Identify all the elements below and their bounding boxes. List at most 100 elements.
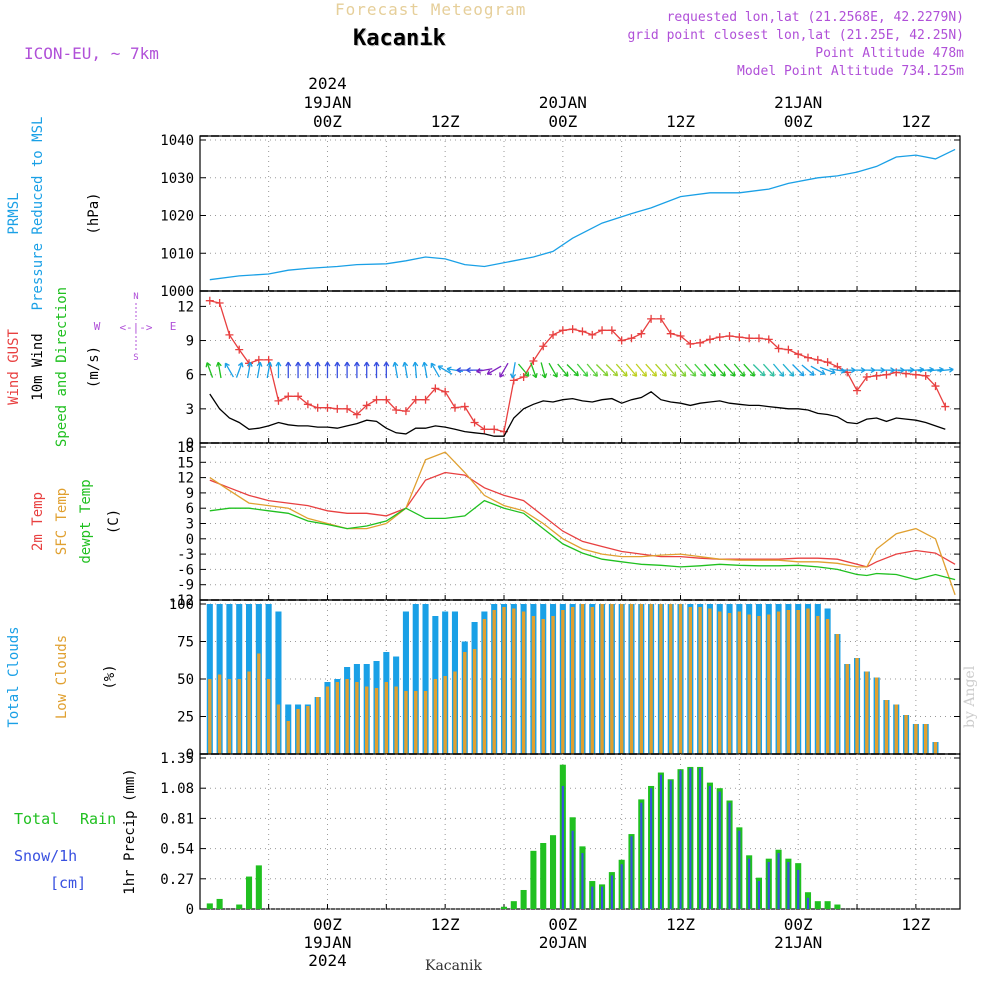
wind-arrow-head xyxy=(524,371,530,377)
gust-marker xyxy=(774,344,783,353)
panel-label: Total Clouds xyxy=(6,626,22,727)
series-line-1 xyxy=(209,391,946,437)
wind-arrow xyxy=(412,361,419,379)
wind-arrow xyxy=(772,363,785,377)
gust-marker xyxy=(911,370,920,379)
time-label-top: 12Z xyxy=(431,112,460,131)
wind-arrow-shaft xyxy=(684,363,697,377)
bar-low-cloud xyxy=(208,679,212,754)
time-label-top: 00Z xyxy=(313,112,342,131)
wind-arrow xyxy=(275,361,282,379)
wind-arrow xyxy=(665,363,677,377)
bar-snow xyxy=(728,802,731,909)
wind-arrow-head xyxy=(499,372,505,378)
wind-arrow-head xyxy=(809,370,815,376)
bar-low-cloud xyxy=(335,682,339,754)
bar-low-cloud xyxy=(286,721,290,754)
gust-marker xyxy=(392,405,401,414)
time-label-top: 12Z xyxy=(666,112,695,131)
wind-arrow-shaft xyxy=(394,362,399,379)
time-label-top: 00Z xyxy=(784,112,813,131)
gust-marker xyxy=(676,331,685,340)
gust-marker xyxy=(284,392,293,401)
gust-marker xyxy=(362,401,371,410)
time-label-bottom: 20JAN xyxy=(539,933,587,952)
gust-marker xyxy=(254,355,263,364)
wind-arrow-head xyxy=(799,371,805,377)
wind-arrow-head xyxy=(948,366,954,373)
gust-marker xyxy=(607,326,616,335)
gust-marker xyxy=(627,334,636,343)
wind-arrow-shaft xyxy=(907,368,924,372)
gust-marker xyxy=(931,382,940,391)
panel-label: 10m Wind xyxy=(30,333,46,400)
bar-total-rain xyxy=(520,889,527,909)
y-tick-label: 15 xyxy=(177,455,194,471)
wind-arrow-shaft xyxy=(694,363,706,377)
gust-marker xyxy=(794,350,803,359)
wind-arrow-head xyxy=(237,362,244,368)
bar-low-cloud xyxy=(874,677,879,754)
wind-arrow xyxy=(733,363,746,377)
wind-arrow-shaft xyxy=(723,363,736,377)
bar-low-cloud xyxy=(590,607,594,754)
wind-arrow-head xyxy=(603,371,609,377)
time-label-bottom: 19JAN xyxy=(303,933,351,952)
bar-total-cloud xyxy=(402,611,409,754)
wind-arrow-shaft xyxy=(829,368,846,373)
wind-arrow-head xyxy=(421,361,428,367)
time-label-top: 19JAN xyxy=(303,93,351,112)
bar-total-rain xyxy=(255,865,262,909)
y-tick-label: 12 xyxy=(177,299,194,315)
wind-arrow xyxy=(576,363,589,377)
bar-low-cloud xyxy=(776,611,781,754)
bar-low-cloud xyxy=(727,613,732,754)
wind-arrow-shaft xyxy=(752,364,766,377)
wind-arrow xyxy=(566,364,579,377)
wind-arrow-head xyxy=(691,371,697,377)
bar-total-rain xyxy=(549,835,557,909)
grid-coords: grid point closest lon,lat (21.25E, 42.2… xyxy=(627,28,964,43)
wind-arrow-head xyxy=(266,361,273,367)
wind-arrow-head xyxy=(285,361,292,367)
bar-total-rain xyxy=(530,850,537,909)
wind-arrow xyxy=(266,361,273,379)
gust-marker xyxy=(333,404,342,413)
wind-arrow-shaft xyxy=(256,362,261,379)
panel-label: Wind GUST xyxy=(6,329,22,405)
y-tick-label: 0.27 xyxy=(160,872,194,888)
gust-marker xyxy=(519,372,528,381)
gust-marker xyxy=(588,330,597,339)
wind-arrow-shaft xyxy=(540,362,546,379)
y-tick-label: 3 xyxy=(186,517,194,533)
wind-arrow-shaft xyxy=(733,363,745,377)
wind-arrow-head xyxy=(373,361,380,367)
gust-marker xyxy=(382,395,391,404)
gust-marker xyxy=(853,386,862,395)
bar-snow xyxy=(757,881,761,909)
wind-arrow-shaft xyxy=(403,362,408,379)
bar-low-cloud xyxy=(767,614,771,754)
bar-low-cloud xyxy=(482,619,487,754)
time-label-bottom: 00Z xyxy=(313,915,342,934)
wind-arrow xyxy=(224,362,234,378)
gust-marker xyxy=(617,336,626,345)
bar-low-cloud xyxy=(718,611,722,754)
gust-marker xyxy=(431,384,440,393)
y-tick-label: 12 xyxy=(177,471,194,487)
y-tick-label: 25 xyxy=(177,710,194,726)
wind-arrow-head xyxy=(582,371,589,377)
bar-total-rain xyxy=(814,901,821,909)
wind-arrow-head xyxy=(256,361,263,367)
wind-arrow-head xyxy=(363,361,370,367)
wind-arrow-head xyxy=(622,371,628,377)
model-altitude: Model Point Altitude 734.125m xyxy=(737,64,964,79)
gust-marker xyxy=(656,314,665,323)
bar-low-cloud xyxy=(463,652,467,754)
wind-arrow-shaft xyxy=(772,363,785,377)
gust-marker xyxy=(460,402,469,411)
wind-arrow-head xyxy=(215,361,222,367)
bar-low-cloud xyxy=(247,671,251,754)
wind-arrow-shaft xyxy=(557,363,569,377)
